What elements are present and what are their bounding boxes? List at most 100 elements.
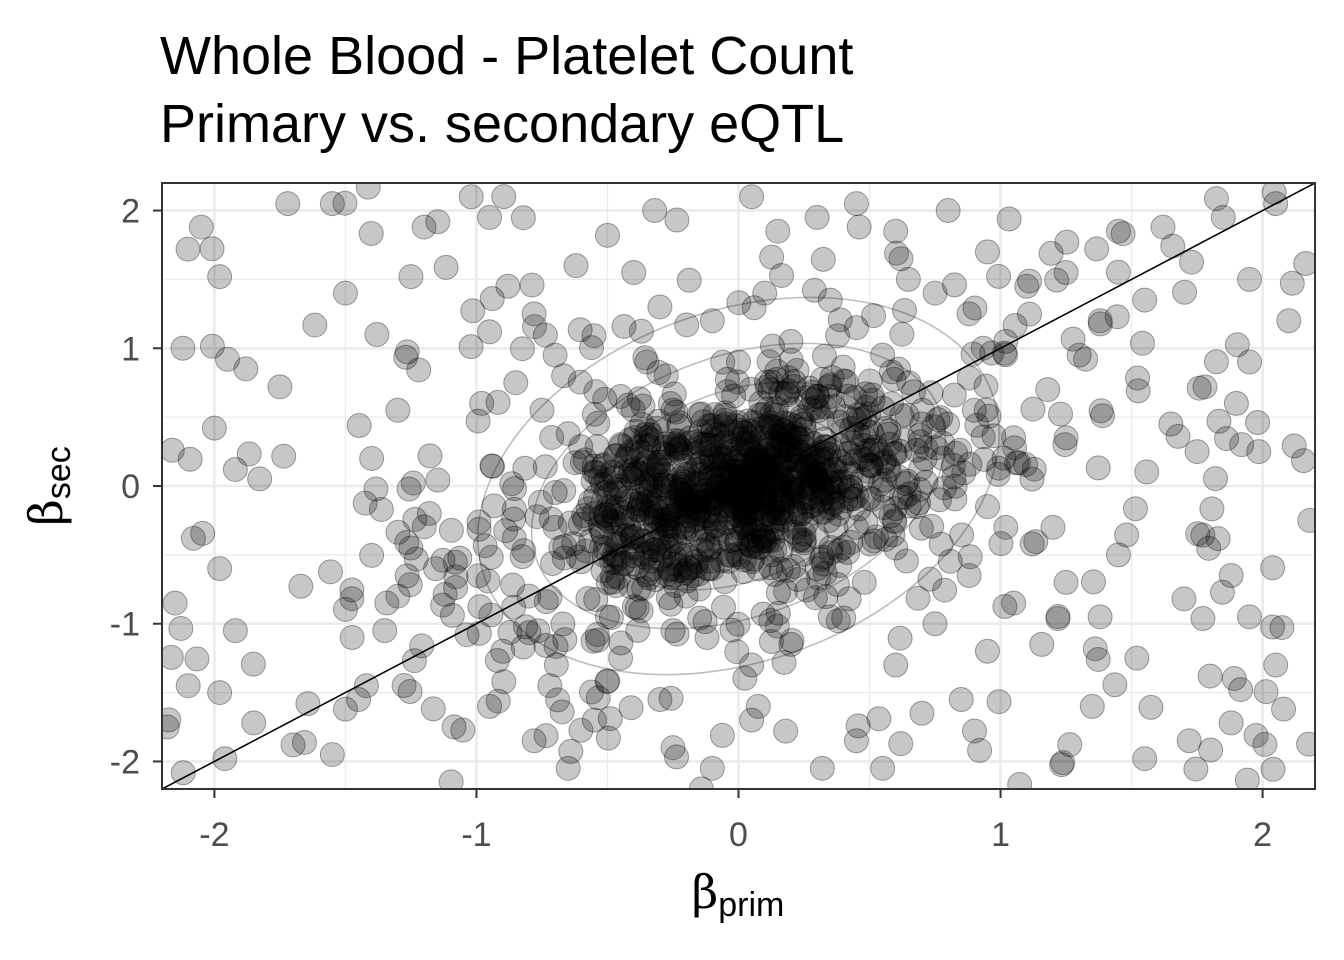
- data-point: [332, 696, 358, 722]
- data-point: [961, 718, 987, 744]
- data-point: [549, 699, 575, 725]
- data-point: [1080, 569, 1106, 595]
- data-point: [638, 500, 664, 526]
- data-point: [842, 448, 868, 474]
- data-point: [658, 591, 684, 617]
- data-point: [741, 517, 767, 543]
- data-point: [1114, 522, 1140, 548]
- data-point: [608, 645, 634, 671]
- data-point: [501, 506, 527, 532]
- data-point: [702, 402, 728, 428]
- data-point: [993, 328, 1019, 354]
- data-point: [795, 469, 821, 495]
- data-point: [846, 496, 872, 522]
- data-point: [525, 618, 551, 644]
- data-point: [881, 508, 907, 534]
- data-point: [797, 396, 823, 422]
- data-point: [485, 688, 511, 714]
- data-point: [766, 426, 792, 452]
- data-point: [769, 495, 795, 521]
- data-point: [664, 488, 690, 514]
- data-point: [467, 594, 493, 620]
- data-point: [690, 409, 716, 435]
- data-point: [712, 569, 738, 595]
- data-point: [821, 457, 847, 483]
- data-point: [509, 336, 535, 362]
- data-point: [398, 264, 424, 290]
- data-point: [1019, 466, 1045, 492]
- data-point: [760, 494, 786, 520]
- data-point: [845, 713, 871, 739]
- data-point: [843, 191, 869, 217]
- data-point: [735, 430, 761, 456]
- data-point: [765, 218, 791, 244]
- data-point: [750, 523, 776, 549]
- data-point: [491, 184, 517, 210]
- data-point: [796, 375, 822, 401]
- data-point: [889, 403, 915, 429]
- data-point: [750, 492, 776, 518]
- data-point: [827, 307, 853, 333]
- data-point: [743, 435, 769, 461]
- data-point: [657, 532, 683, 558]
- data-point: [851, 432, 877, 458]
- data-point: [620, 397, 646, 423]
- data-point: [626, 386, 652, 412]
- data-point: [713, 498, 739, 524]
- data-point: [466, 509, 492, 535]
- data-point: [585, 627, 611, 653]
- data-point: [941, 464, 967, 490]
- data-point: [477, 693, 503, 719]
- data-point: [690, 481, 716, 507]
- data-point: [758, 629, 784, 655]
- data-point: [759, 542, 785, 568]
- data-point: [786, 439, 812, 465]
- data-point: [591, 452, 617, 478]
- data-point: [635, 506, 661, 532]
- data-point: [236, 441, 262, 467]
- data-point: [742, 448, 768, 474]
- data-point: [622, 456, 648, 482]
- data-point: [162, 714, 180, 740]
- data-point: [599, 459, 625, 485]
- data-point: [686, 561, 712, 587]
- data-point: [767, 487, 793, 513]
- data-point: [1206, 408, 1232, 434]
- data-point: [883, 652, 909, 678]
- data-point: [602, 464, 628, 490]
- data-point: [797, 460, 823, 486]
- data-point: [674, 515, 700, 541]
- data-point: [1001, 425, 1027, 451]
- data-point: [646, 408, 672, 434]
- data-point: [716, 493, 742, 519]
- data-point: [551, 478, 577, 504]
- data-point: [808, 488, 834, 514]
- data-point: [672, 560, 698, 586]
- data-point: [668, 477, 694, 503]
- data-point: [760, 459, 786, 485]
- data-point: [680, 516, 706, 542]
- data-point: [188, 214, 214, 240]
- data-point: [678, 545, 704, 571]
- data-point: [793, 454, 819, 480]
- data-point: [585, 685, 611, 711]
- data-point: [1171, 586, 1197, 612]
- data-point: [715, 463, 741, 489]
- data-point: [712, 407, 738, 433]
- data-point: [756, 502, 782, 528]
- data-point: [796, 493, 822, 519]
- data-point: [755, 396, 781, 422]
- data-point: [430, 592, 456, 618]
- data-point: [812, 560, 838, 586]
- data-point: [811, 551, 837, 577]
- data-point: [877, 431, 903, 457]
- density-contour: [530, 342, 947, 630]
- data-point: [647, 294, 673, 320]
- data-point: [811, 343, 837, 369]
- data-point: [583, 484, 609, 510]
- data-point: [932, 475, 958, 501]
- data-point: [627, 493, 653, 519]
- data-point: [715, 484, 741, 510]
- data-point: [846, 214, 872, 240]
- data-point: [430, 547, 456, 573]
